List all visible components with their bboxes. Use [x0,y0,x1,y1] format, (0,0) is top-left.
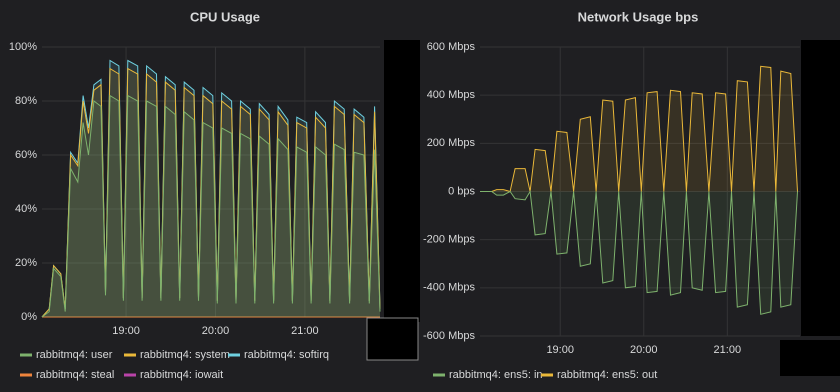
legend-swatch [228,353,240,357]
y-tick-label: 80% [15,95,37,107]
x-tick-label: 20:00 [630,344,658,356]
series-line [480,65,798,193]
x-tick-label: 21:00 [291,325,319,337]
legend-label: rabbitmq4: softirq [244,349,329,361]
x-tick-label: 20:00 [202,325,230,337]
series-area [480,191,798,315]
y-tick-label: 600 Mbps [427,41,476,53]
legend-label: rabbitmq4: ens5: out [557,369,657,381]
legend-label: rabbitmq4: user [36,349,113,361]
legend-swatch [20,353,32,357]
y-tick-label: -600 Mbps [423,330,475,342]
redaction [384,40,420,322]
chart-title: Network Usage bps [578,9,699,24]
y-tick-label: -200 Mbps [423,234,475,246]
legend-swatch [433,373,445,377]
legend-label: rabbitmq4: ens5: in [449,369,543,381]
x-tick-label: 19:00 [546,344,574,356]
y-tick-label: -400 Mbps [423,282,475,294]
y-tick-label: 200 Mbps [427,137,476,149]
series-line [41,59,381,318]
y-tick-label: 100% [9,41,37,53]
chart-title: CPU Usage [190,9,260,24]
legend-swatch [124,373,136,377]
series-line [480,189,798,315]
y-tick-label: 0% [21,311,37,323]
legend-swatch [541,373,553,377]
legend-swatch [20,373,32,377]
redaction [780,340,840,376]
y-tick-label: 40% [15,203,37,215]
legend-label: rabbitmq4: system [140,349,230,361]
series-line [41,67,381,318]
y-tick-label: 20% [15,257,37,269]
redactions [366,40,840,376]
x-tick-label: 19:00 [112,325,140,337]
legend-label: rabbitmq4: iowait [140,369,223,381]
x-tick-label: 21:00 [714,344,742,356]
y-tick-label: 0 bps [448,185,475,197]
redaction [801,40,840,336]
series-area [42,68,380,317]
y-tick-label: 400 Mbps [427,89,476,101]
series-line [41,94,381,318]
series-area [42,60,380,317]
series-area [42,95,380,317]
legend-label: rabbitmq4: steal [36,369,114,381]
series-area [480,66,798,192]
legend-swatch [124,353,136,357]
y-tick-label: 60% [15,149,37,161]
redaction [366,317,419,361]
